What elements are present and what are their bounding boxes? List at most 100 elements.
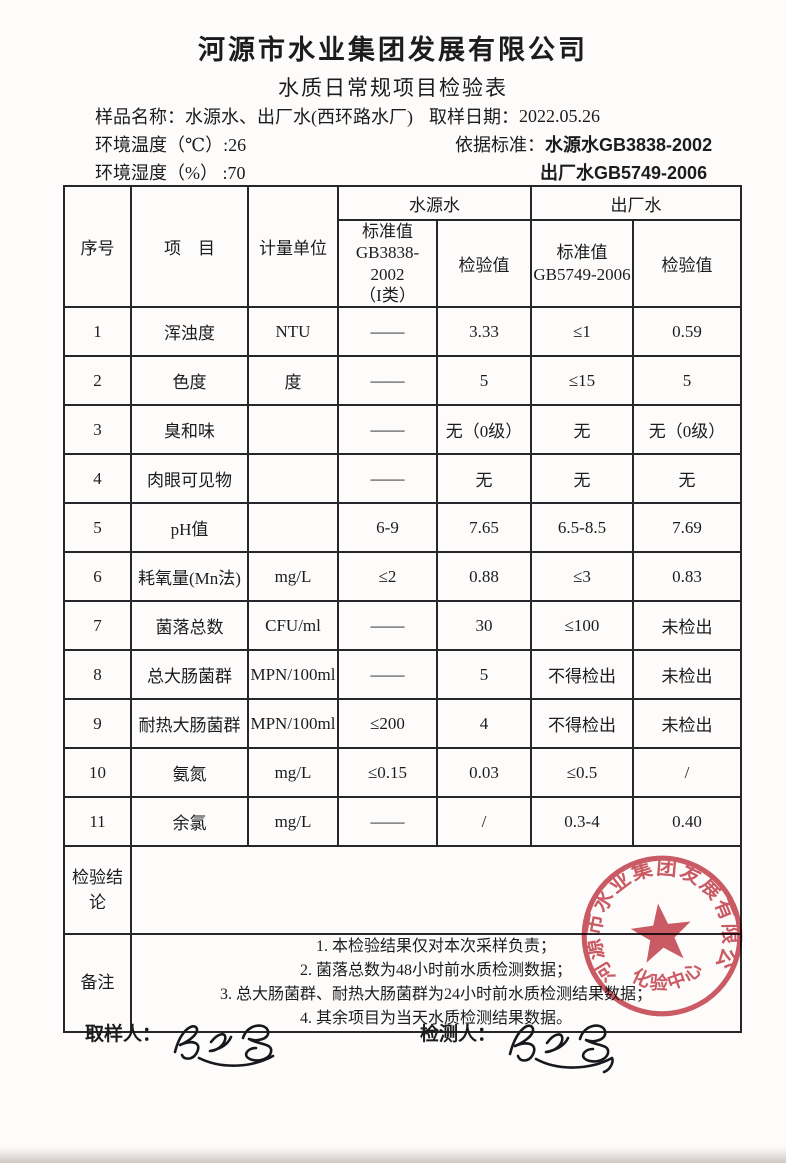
table-row: 1 浑浊度 NTU —— 3.33 ≤1 0.59 [63,306,742,357]
out-std: 无 [530,404,634,455]
src-val: 5 [436,355,532,406]
item: pH值 [130,502,249,553]
src-val: 无 [436,453,532,504]
src-val: 0.88 [436,551,532,602]
inspection-table: 序号 项 目 计量单位 水源水 出厂水 标准值 GB3838-2002 （I类）… [63,185,742,1033]
out-val: / [632,747,742,798]
unit: mg/L [247,551,339,602]
unit: 度 [247,355,339,406]
col-header-source-value: 检验值 [436,219,532,308]
out-val: 未检出 [632,649,742,700]
out-val: 0.40 [632,796,742,847]
table-row: 2 色度 度 —— 5 ≤15 5 [63,355,742,406]
item: 浑浊度 [130,306,249,357]
item: 耐热大肠菌群 [130,698,249,749]
remarks-content: 1. 本检验结果仅对本次采样负责； 2. 菌落总数为48小时前水质检测数据； 3… [130,933,742,1033]
col-header-unit: 计量单位 [247,185,339,308]
col-group-finished-water: 出厂水 [530,185,742,221]
src-std: —— [337,796,438,847]
unit [247,453,339,504]
sampler-signature [173,1024,275,1067]
remark-line: 3. 总大肠菌群、耐热大肠菌群为24小时前水质检测结果数据； [219,986,652,1003]
src-val: 5 [436,649,532,700]
humidity-row: 环境湿度（%） :70 出厂水GB5749-2006 [95,158,755,186]
src-val: 30 [436,600,532,651]
out-std: 不得检出 [530,698,634,749]
conclusion-label: 检验结论 [63,845,132,935]
src-val: 7.65 [436,502,532,553]
standard-label: 依据标准： [455,135,545,155]
env-temperature: 环境温度（℃）:26 [95,135,247,155]
out-val: 无 [632,453,742,504]
unit: MPN/100ml [247,649,339,700]
out-val: 0.59 [632,306,742,357]
col-header-finished-value: 检验值 [632,219,742,308]
seal-star [630,903,691,963]
item: 总大肠菌群 [130,649,249,700]
remark-line: 2. 菌落总数为48小时前水质检测数据； [299,962,572,979]
company-name: 河源市水业集团发展有限公司 [198,35,588,65]
remark-line: 1. 本检验结果仅对本次采样负责； [315,938,556,955]
item: 氨氮 [130,747,249,798]
env-humidity: 环境湿度（%） :70 [95,163,246,183]
src-val: 0.03 [436,747,532,798]
table-row: 4 肉眼可见物 —— 无 无 无 [63,453,742,504]
sample-row: 样品名称： 水源水、出厂水(西环路水厂) 取样日期： 2022.05.26 [95,102,755,130]
standard-source-water: 水源水GB3838-2002 [545,135,713,155]
unit: mg/L [247,796,339,847]
item: 耗氧量(Mn法) [130,551,249,602]
item: 臭和味 [130,404,249,455]
unit [247,404,339,455]
unit: MPN/100ml [247,698,339,749]
src-std: —— [337,306,438,357]
sample-name-label: 样品名称： [95,107,185,127]
out-std: 不得检出 [530,649,634,700]
header-group-row: 序号 项 目 计量单位 水源水 出厂水 [63,185,742,308]
out-std: ≤1 [530,306,634,357]
src-std: 6-9 [337,502,438,553]
out-std: ≤0.5 [530,747,634,798]
out-std: ≤100 [530,600,634,651]
remarks-row: 备注 1. 本检验结果仅对本次采样负责； 2. 菌落总数为48小时前水质检测数据… [63,933,742,1033]
company-seal: 河源市水业集团发展有限公司 化验中心 [565,839,748,1017]
meta-block: 样品名称： 水源水、出厂水(西环路水厂) 取样日期： 2022.05.26 环境温度… [95,102,755,186]
src-std: —— [337,649,438,700]
unit [247,502,339,553]
col-header-no: 序号 [63,185,132,308]
item: 肉眼可见物 [130,453,249,504]
sampler-block: 取样人： [85,1020,420,1076]
seal-ring [581,855,743,1017]
item: 余氯 [130,796,249,847]
out-std: 6.5-8.5 [530,502,634,553]
no: 10 [63,747,132,798]
item: 菌落总数 [130,600,249,651]
src-std: —— [337,404,438,455]
out-val: 未检出 [632,698,742,749]
col-group-source-water: 水源水 [337,185,532,221]
no: 6 [63,551,132,602]
sampler-label: 取样人： [85,1024,162,1045]
no: 4 [63,453,132,504]
src-std: —— [337,453,438,504]
src-val: 无（0级） [436,404,532,455]
src-val: 4 [436,698,532,749]
standard-finished-water: 出厂水GB5749-2006 [540,163,708,183]
remarks-label: 备注 [63,933,132,1033]
tester-signature [508,1024,614,1074]
no: 2 [63,355,132,406]
no: 5 [63,502,132,553]
no: 9 [63,698,132,749]
src-std: ≤2 [337,551,438,602]
out-val: 5 [632,355,742,406]
src-std: ≤0.15 [337,747,438,798]
out-val: 无（0级） [632,404,742,455]
no: 11 [63,796,132,847]
no: 8 [63,649,132,700]
tester-label: 检测人： [420,1024,497,1045]
src-std: —— [337,355,438,406]
seal-bottom-text: 化验中心 [626,955,709,998]
report-title: 水质日常规项目检验表 [278,76,508,100]
remark-line: 4. 其余项目为当天水质检测结果数据。 [299,1010,572,1027]
out-val: 未检出 [632,600,742,651]
